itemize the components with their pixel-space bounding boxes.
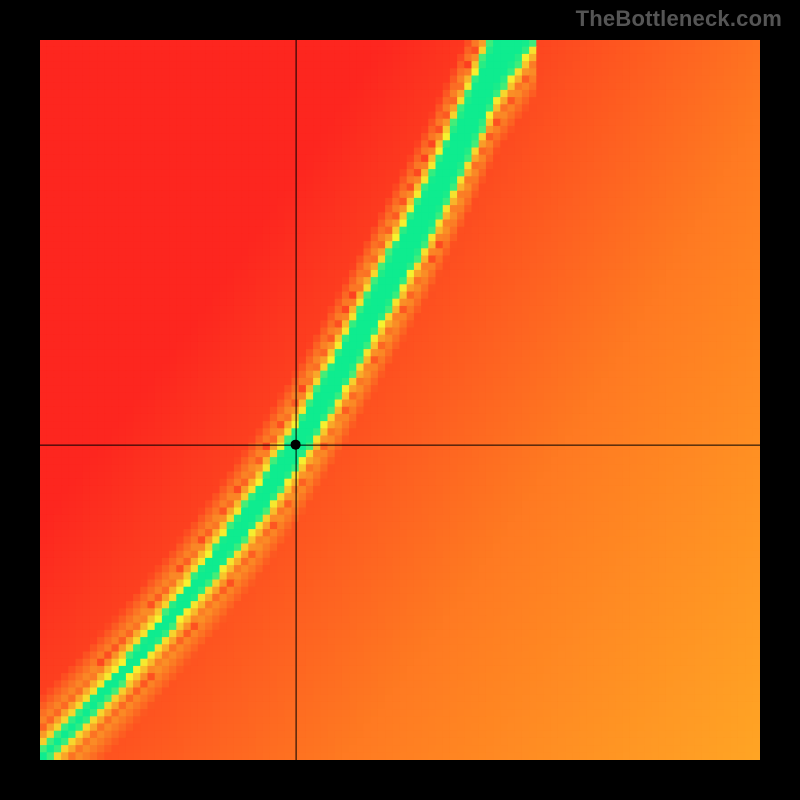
chart-container: TheBottleneck.com — [0, 0, 800, 800]
watermark-text: TheBottleneck.com — [576, 6, 782, 32]
bottleneck-heatmap — [0, 0, 800, 800]
